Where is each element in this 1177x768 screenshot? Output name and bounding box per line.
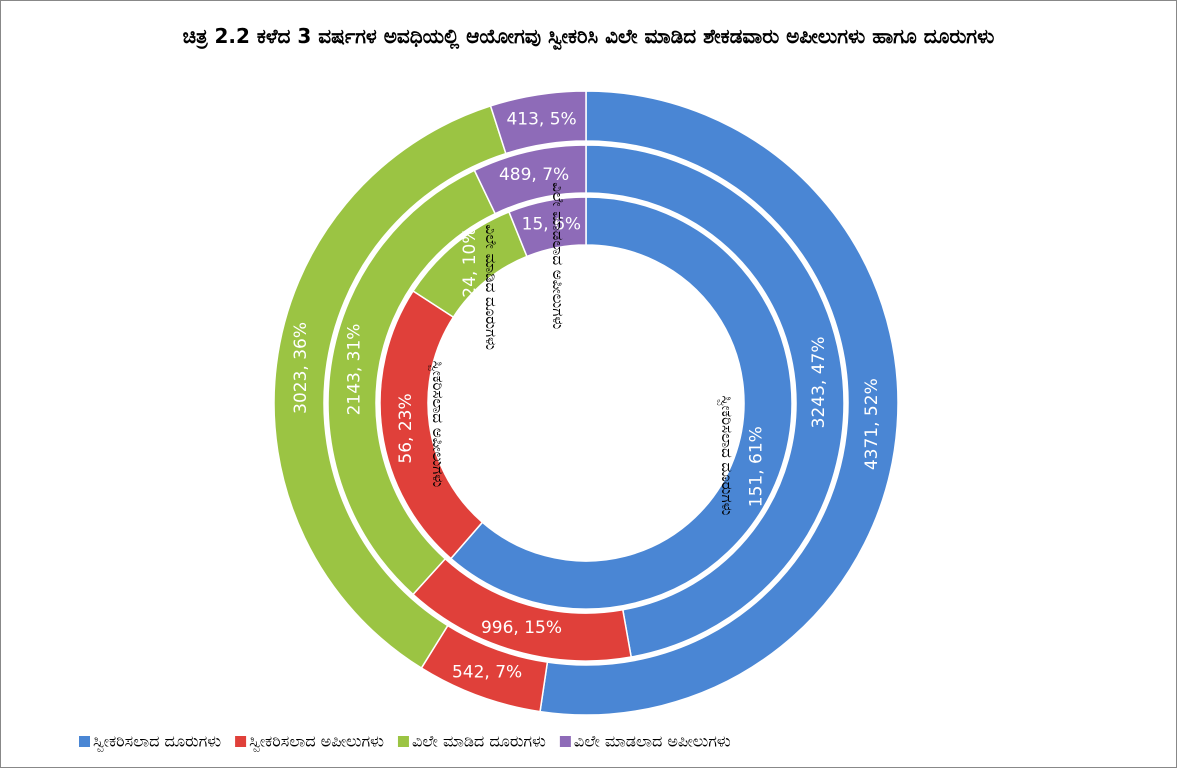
legend-swatch [397,736,409,747]
donut-segment [508,196,587,258]
donut-segment [473,144,587,215]
chart-title: ಚಿತ್ರ 2.2 ಕಳೆದ 3 ವರ್ಷಗಳ ಅವಧಿಯಲ್ಲಿ ಆಯೋಗವು… [182,24,995,48]
data-label: 996, 15% [481,618,562,638]
donut-segment [489,90,587,155]
donut-segment [539,90,899,716]
data-label: 24, 10% [460,227,480,297]
category-label: ಸ್ವೀಕರಿಸಲಾದ ಅಪೀಲುಗಳು [428,361,447,488]
data-label: 413, 5% [506,109,576,129]
legend-swatch [79,736,90,747]
data-label: 4371, 52% [862,378,882,470]
donut-segment [449,196,793,610]
data-label: 3023, 36% [291,322,311,414]
data-label: 3243, 47% [809,337,829,429]
data-label: 15, 6% [522,214,581,234]
legend-swatch [235,736,247,747]
donut-segment [585,144,845,658]
legend-label: ವಿಲೇ ಮಾಡಲಾದ ಅಪೀಲುಗಳು [574,732,731,751]
data-label: 542, 7% [452,662,522,682]
data-label: 489, 7% [499,165,569,185]
legend-label: ಸ್ವೀಕರಿಸಲಾದ ದೂರುಗಳು [93,732,221,752]
legend-label: ಸ್ವೀಕರಿಸಲಾದ ಅಪೀಲುಗಳು [249,732,384,752]
data-label: 2143, 31% [344,324,364,416]
data-label: 151, 61% [746,426,766,507]
category-label: ವಿಲೇ ಮಾಡಿದ ದೂರುಗಳು [482,224,500,350]
data-label: 56, 23% [396,393,416,463]
category-label: ವಿಲೇ ಮಾಡಲಾದ ಅಪೀಲುಗಳು [549,182,567,329]
legend-label: ವಿಲೇ ಮಾಡಿದ ದೂರುಗಳು [412,732,546,751]
legend-swatch [559,736,571,747]
category-label: ಸ್ವೀಕರಿಸಲಾದ ದೂರುಗಳು [717,395,736,515]
